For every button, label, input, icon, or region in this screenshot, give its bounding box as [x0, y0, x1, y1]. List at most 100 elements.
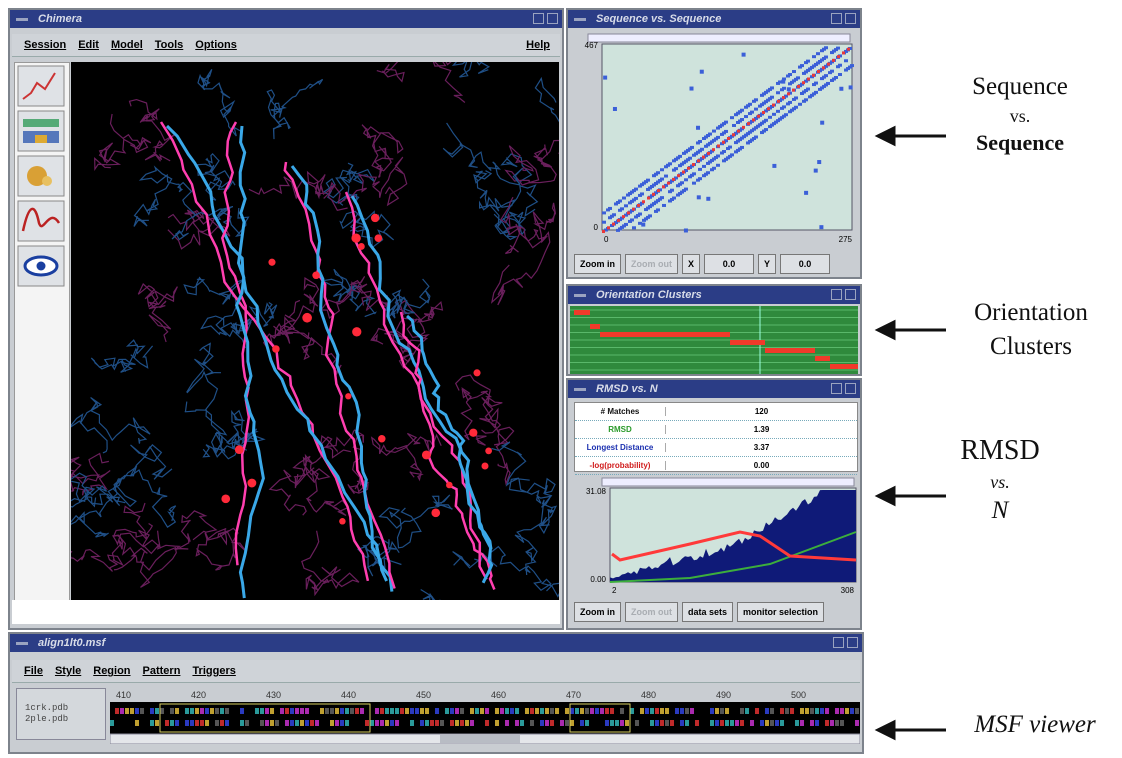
residue	[165, 720, 169, 726]
dot	[670, 189, 674, 192]
menu-item[interactable]: Style	[55, 665, 81, 677]
minimize-button[interactable]	[831, 383, 842, 394]
menu-item[interactable]: Edit	[78, 39, 99, 51]
window-menu-button[interactable]	[574, 18, 586, 21]
tool-icon[interactable]	[18, 246, 64, 286]
residue	[390, 708, 394, 714]
residue	[215, 720, 219, 726]
tool-icon[interactable]	[18, 66, 64, 106]
window-menu-button[interactable]	[16, 18, 28, 21]
atom	[378, 435, 385, 442]
menu-item[interactable]: Region	[93, 665, 130, 677]
residue	[580, 720, 584, 726]
menu-item[interactable]: Tools	[155, 39, 184, 51]
dot	[764, 128, 768, 131]
residue	[375, 708, 379, 714]
residue	[245, 720, 249, 726]
molecule-viewport[interactable]	[71, 62, 559, 600]
residue	[810, 720, 814, 726]
zoom-in-button[interactable]: Zoom in	[574, 254, 621, 274]
residue	[465, 720, 469, 726]
dot	[742, 53, 746, 57]
window-menu-button[interactable]	[574, 388, 586, 391]
scroll-thumb[interactable]	[440, 735, 520, 743]
residue	[460, 720, 464, 726]
dot	[762, 111, 765, 114]
residue	[555, 708, 559, 714]
residue	[195, 720, 199, 726]
residue	[540, 720, 544, 726]
residue	[660, 708, 664, 714]
menu-item[interactable]: Model	[111, 39, 143, 51]
monitor-selection-toggle[interactable]: monitor selection	[737, 602, 824, 622]
dot	[834, 76, 838, 79]
annotation-line: N	[950, 494, 1050, 528]
tool-icon[interactable]	[18, 111, 64, 151]
residue	[725, 708, 729, 714]
residue	[345, 708, 349, 714]
window-menu-button[interactable]	[16, 642, 28, 645]
dot	[838, 64, 842, 67]
residue	[135, 720, 139, 726]
dot	[603, 76, 607, 80]
dot	[817, 160, 821, 164]
title-bar: Sequence vs. Sequence	[568, 10, 860, 28]
data-sets-button[interactable]: data sets	[682, 602, 733, 622]
tool-icon[interactable]	[18, 201, 64, 241]
atom	[352, 327, 361, 336]
dot	[716, 136, 720, 139]
menu-item[interactable]: Help	[526, 39, 550, 51]
residue	[185, 720, 189, 726]
scrollbar[interactable]	[588, 34, 850, 42]
residue	[275, 720, 279, 726]
residue	[150, 708, 154, 714]
residue	[320, 708, 324, 714]
maximize-button[interactable]	[547, 13, 558, 24]
row-label: -log(probability)	[575, 461, 665, 470]
annotation: Sequencevs.Sequence	[950, 70, 1090, 158]
minimize-button[interactable]	[831, 13, 842, 24]
dot	[792, 89, 795, 92]
atom	[268, 259, 275, 266]
maximize-button[interactable]	[845, 383, 856, 394]
minimize-button[interactable]	[833, 637, 844, 648]
residue	[695, 720, 699, 726]
scrollbar[interactable]	[602, 478, 854, 486]
residue	[340, 720, 344, 726]
dot	[757, 115, 760, 118]
menu-item[interactable]: File	[24, 665, 43, 677]
title-bar: Chimera	[10, 10, 562, 28]
dot	[692, 182, 696, 185]
residue	[265, 720, 269, 726]
maximize-button[interactable]	[847, 637, 858, 648]
maximize-button[interactable]	[845, 13, 856, 24]
dot	[770, 96, 774, 99]
menu-item[interactable]: Session	[24, 39, 66, 51]
menu-item[interactable]: Pattern	[143, 665, 181, 677]
maximize-button[interactable]	[845, 289, 856, 300]
zoom-out-button[interactable]: Zoom out	[625, 602, 678, 622]
dot	[627, 211, 630, 214]
zoom-out-button[interactable]: Zoom out	[625, 254, 678, 274]
residue	[460, 708, 464, 714]
dot	[814, 91, 818, 94]
dot	[748, 103, 752, 106]
residue	[470, 708, 474, 714]
dot	[727, 137, 730, 140]
minimize-button[interactable]	[533, 13, 544, 24]
cluster-segment	[765, 348, 815, 353]
dot	[770, 86, 774, 89]
zoom-in-button[interactable]: Zoom in	[574, 602, 621, 622]
minimize-button[interactable]	[831, 289, 842, 300]
row-value: 1.39	[665, 425, 857, 434]
residue	[620, 720, 624, 726]
menu-item[interactable]: Triggers	[192, 665, 235, 677]
dot	[796, 76, 800, 79]
tool-icon[interactable]	[18, 156, 64, 196]
residue	[640, 708, 644, 714]
window-menu-button[interactable]	[574, 294, 586, 297]
residue	[795, 720, 799, 726]
atom	[235, 445, 244, 454]
menu-item[interactable]: Options	[195, 39, 237, 51]
dot	[622, 197, 626, 200]
